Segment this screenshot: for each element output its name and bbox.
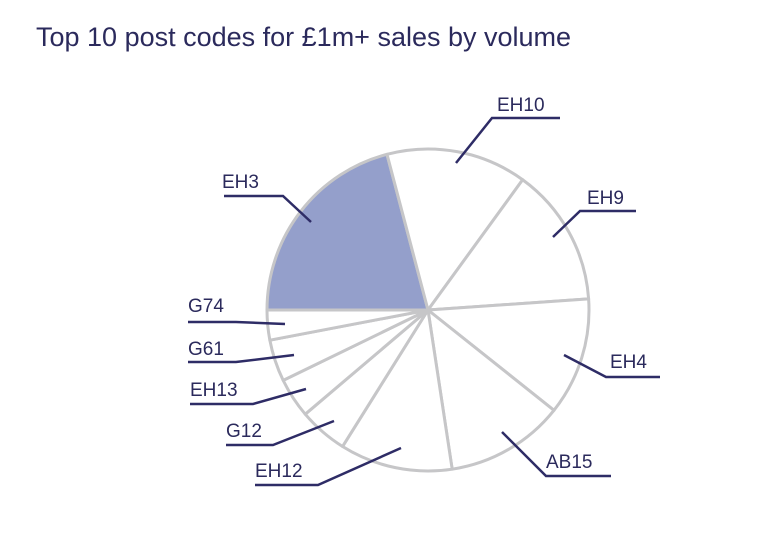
leader-line-eh4 <box>563 353 660 379</box>
slice-label-ab15: AB15 <box>546 452 592 473</box>
leader-line-eh10 <box>455 116 560 164</box>
slice-label-g12: G12 <box>226 421 262 442</box>
pie-slice-eh12 <box>341 308 454 473</box>
leader-line-eh3 <box>224 194 312 223</box>
pie-slice-eh9 <box>426 178 591 312</box>
leader-line-eh12 <box>255 446 402 487</box>
leader-line-ab15 <box>501 431 611 478</box>
slice-label-eh12: EH12 <box>255 461 303 482</box>
slice-label-eh3: EH3 <box>222 172 259 193</box>
leader-line-g74 <box>188 320 286 326</box>
slice-label-eh4: EH4 <box>610 352 647 373</box>
pie-slice-g74 <box>265 308 430 342</box>
leader-line-eh9 <box>552 209 636 238</box>
slice-label-eh9: EH9 <box>587 188 624 209</box>
leader-line-eh13 <box>190 387 307 406</box>
pie-slice-eh4 <box>426 297 591 412</box>
pie-slice-ab15 <box>426 308 556 471</box>
leader-line-g12 <box>226 419 335 447</box>
slice-label-g61: G61 <box>188 339 224 360</box>
slice-label-g74: G74 <box>188 296 224 317</box>
slice-label-eh10: EH10 <box>497 95 545 116</box>
leader-line-g61 <box>188 353 295 364</box>
slice-label-eh13: EH13 <box>190 380 238 401</box>
pie-slice-eh10 <box>385 147 525 312</box>
chart-title: Top 10 post codes for £1m+ sales by volu… <box>36 22 572 52</box>
